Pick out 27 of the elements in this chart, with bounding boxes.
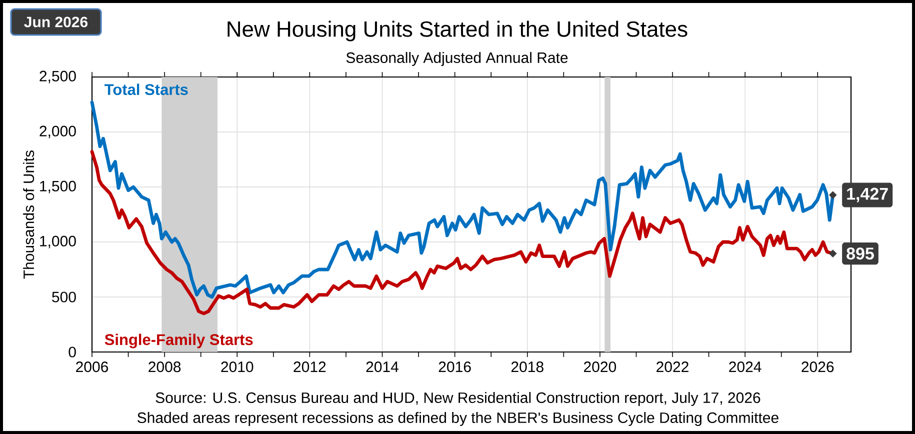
x-tick-label: 2008 [148, 362, 181, 372]
x-tick-label: 2026 [802, 362, 834, 372]
x-tick-label: 2018 [511, 362, 544, 372]
y-tick-label: 0 [68, 346, 76, 358]
x-tick-label: 2006 [76, 362, 108, 372]
x-tick-label: 2024 [729, 362, 762, 372]
series-label: Total Starts [104, 84, 188, 96]
y-tick-label: 1,500 [40, 180, 76, 194]
data-label: 1,427 [847, 188, 888, 202]
y-tick-label: 1,000 [40, 236, 76, 248]
x-tick-label: 2014 [366, 362, 398, 372]
text: Jun 2026 [24, 16, 88, 28]
y-axis-title: Thousands of Units [23, 150, 34, 279]
x-tick-label: 2020 [584, 362, 616, 372]
data-label: 895 [846, 248, 874, 260]
x-tick-label: 2012 [294, 362, 326, 372]
chart-subtitle: Seasonally Adjusted Annual Rate [346, 52, 568, 66]
x-tick-label: 2022 [656, 362, 688, 372]
source-note: Source: U.S. Census Bureau and HUD, New Residential Construction report, July 17, 2026 [156, 392, 760, 406]
series-label: Single-Family Starts [104, 334, 253, 348]
chart-title: New Housing Units Started in the United States [228, 20, 688, 42]
y-tick-label: 2,500 [40, 70, 76, 84]
text: Shaded areas represent recessions as defined by the NBER's Business Cycle Dating Committee [138, 412, 778, 426]
y-tick-label: 500 [52, 292, 76, 302]
y-tick-label: 2,000 [40, 126, 76, 138]
x-tick-label: 2016 [438, 362, 471, 372]
x-tick-label: 2010 [221, 362, 254, 372]
